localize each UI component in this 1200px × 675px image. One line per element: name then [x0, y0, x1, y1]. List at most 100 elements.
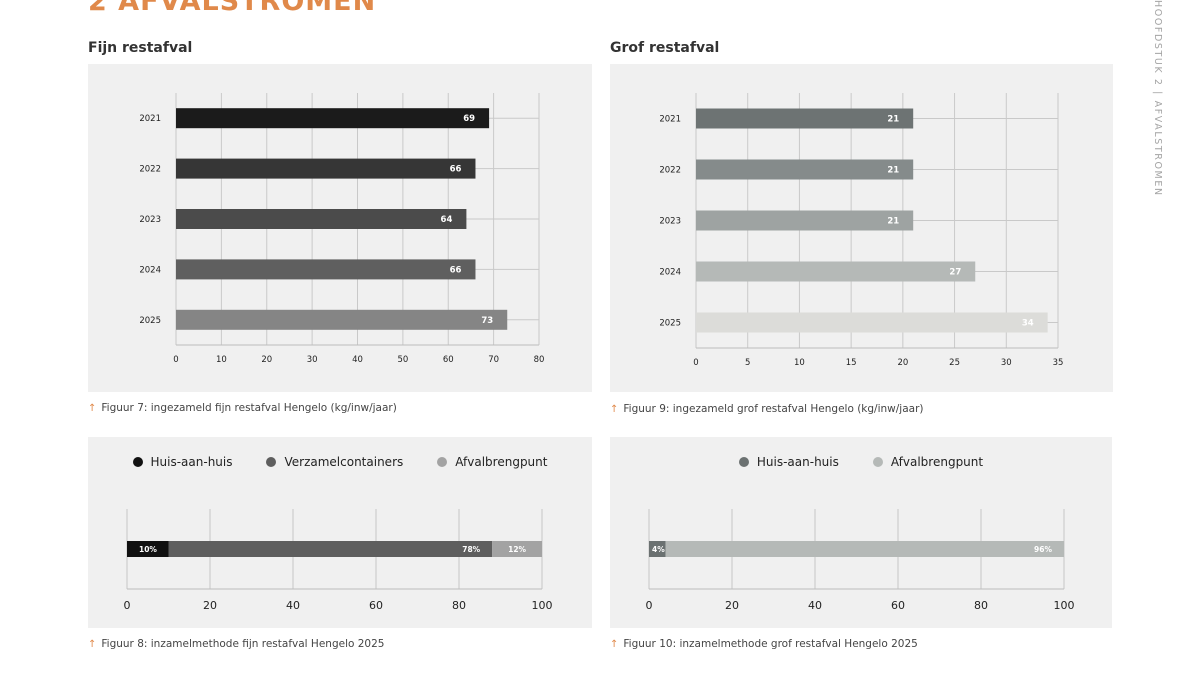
x-tick-label: 30: [307, 355, 318, 365]
x-tick-label: 35: [1053, 358, 1064, 368]
bar: [696, 159, 914, 180]
x-tick-label: 100: [532, 599, 553, 612]
legend-label: Huis-aan-huis: [756, 455, 839, 469]
figure-8-caption-text: Figuur 8: inzamelmethode fijn restafval …: [101, 638, 385, 650]
x-tick-label: 20: [203, 599, 217, 612]
x-tick-label: 70: [488, 355, 499, 365]
y-tick-label: 2021: [659, 115, 681, 125]
bar: [176, 259, 476, 280]
figure-9-caption-text: Figuur 9: ingezameld grof restafval Heng…: [623, 403, 924, 415]
x-tick-label: 80: [452, 599, 466, 612]
x-tick-label: 20: [261, 355, 272, 365]
figure-7-chart: 2021 69 2022 66 2023 64 2024 66 2025 73 0 10 20 30 40 5…: [139, 93, 545, 365]
x-tick-label: 15: [846, 358, 857, 368]
legend-label: Afvalbrengpunt: [890, 455, 984, 469]
arrow-up-icon: ↑: [610, 404, 619, 415]
x-tick-label: 40: [808, 599, 822, 612]
bar: [176, 209, 467, 229]
x-tick-label: 40: [352, 355, 363, 365]
stacked-bar-segment: [168, 541, 493, 557]
figure-10-legend: Huis-aan-huis Afvalbrengpunt: [610, 455, 1112, 469]
legend-label: Huis-aan-huis: [150, 455, 233, 469]
legend-swatch: [872, 457, 883, 467]
figure-9-panel: 2021 21 2022 21 2023 21 2024 27 2025 34 0 5 10 15 20 25…: [610, 64, 1113, 392]
figure-7-panel: 2021 69 2022 66 2023 64 2024 66 2025 73 0 10 20 30 40 5…: [88, 64, 592, 392]
bar: [176, 309, 508, 330]
data-label: 10%: [139, 545, 157, 554]
legend-swatch: [266, 457, 277, 467]
x-tick-label: 25: [949, 358, 960, 368]
x-tick-label: 0: [173, 355, 178, 365]
stacked-bar-segment: [492, 541, 542, 557]
x-tick-label: 5: [745, 358, 750, 368]
figure-7-caption: ↑ Figuur 7: ingezameld fijn restafval Hen…: [88, 402, 397, 414]
data-label: 66: [450, 165, 462, 175]
legend-label: Verzamelcontainers: [284, 455, 404, 469]
data-label: 34: [1022, 319, 1034, 329]
bar: [176, 158, 476, 179]
fijn-restafval-heading: Fijn restafval: [88, 40, 193, 56]
legend-item-afvalbrengpunt: Afvalbrengpunt: [872, 455, 984, 469]
x-tick-label: 80: [974, 599, 988, 612]
y-tick-label: 2025: [139, 316, 161, 326]
y-tick-label: 2023: [139, 215, 161, 225]
x-tick-label: 20: [725, 599, 739, 612]
x-tick-label: 10: [794, 358, 805, 368]
x-tick-label: 10: [216, 355, 227, 365]
figure-9-caption: ↑ Figuur 9: ingezameld grof restafval Hen…: [610, 403, 924, 415]
data-label: 66: [450, 265, 462, 275]
figure-7-caption-text: Figuur 7: ingezameld fijn restafval Heng…: [101, 402, 397, 414]
x-tick-label: 0: [646, 599, 653, 612]
figure-10-caption: ↑ Figuur 10: inzamelmethode grof restafva…: [610, 638, 918, 650]
figure-10-panel: Huis-aan-huis Afvalbrengpunt 4% 96% 0 20 40 6…: [610, 437, 1112, 628]
figure-8-panel: Huis-aan-huis Verzamelcontainers Afvalbr…: [88, 437, 592, 628]
bar: [176, 108, 490, 129]
data-label: 27: [949, 268, 961, 278]
stacked-bar-segment: [665, 541, 1064, 557]
x-tick-label: 30: [1001, 358, 1012, 368]
x-tick-label: 0: [124, 599, 131, 612]
legend-item-afvalbrengpunt: Afvalbrengpunt: [437, 455, 547, 469]
stacked-bar-segment: [127, 541, 169, 557]
y-tick-label: 2023: [659, 217, 681, 227]
legend-swatch: [437, 457, 448, 467]
data-label: 69: [463, 114, 475, 124]
data-label: 64: [441, 215, 453, 225]
page-title: 2 AFVALSTROMEN: [88, 0, 377, 17]
y-tick-label: 2024: [659, 268, 681, 278]
y-tick-label: 2024: [139, 265, 161, 275]
x-tick-label: 100: [1054, 599, 1075, 612]
figure-10-chart: 4% 96% 0 20 40 60 80 100: [646, 509, 1075, 612]
figure-8-chart: 10% 78% 12% 0 20 40 60 80 100: [124, 509, 553, 612]
y-tick-label: 2025: [659, 319, 681, 329]
x-tick-label: 20: [897, 358, 908, 368]
data-label: 96%: [1034, 545, 1052, 554]
data-label: 21: [887, 166, 899, 176]
data-label: 4%: [652, 545, 665, 554]
legend-item-huis-aan-huis: Huis-aan-huis: [132, 455, 233, 469]
bar: [696, 312, 1048, 333]
bar: [696, 210, 914, 231]
y-tick-label: 2022: [139, 165, 161, 175]
data-label: 21: [887, 217, 899, 227]
x-tick-label: 60: [369, 599, 383, 612]
x-tick-label: 80: [534, 355, 545, 365]
bar: [696, 108, 914, 129]
x-tick-label: 40: [286, 599, 300, 612]
data-label: 21: [887, 115, 899, 125]
figure-10-caption-text: Figuur 10: inzamelmethode grof restafval…: [623, 638, 918, 650]
legend-item-verzamelcontainers: Verzamelcontainers: [266, 455, 403, 469]
arrow-up-icon: ↑: [88, 639, 97, 650]
x-tick-label: 60: [891, 599, 905, 612]
stacked-bar-segment: [649, 541, 666, 557]
data-label: 73: [481, 316, 493, 326]
y-tick-label: 2021: [139, 114, 161, 124]
figure-8-caption: ↑ Figuur 8: inzamelmethode fijn restafval…: [88, 638, 384, 650]
arrow-up-icon: ↑: [88, 403, 97, 414]
y-tick-label: 2022: [659, 166, 681, 176]
legend-swatch: [132, 457, 143, 467]
legend-swatch: [738, 457, 749, 467]
chapter-side-label: HOOFDSTUK 2 | AFVALSTROMEN: [1152, 0, 1163, 197]
bar: [696, 261, 976, 282]
